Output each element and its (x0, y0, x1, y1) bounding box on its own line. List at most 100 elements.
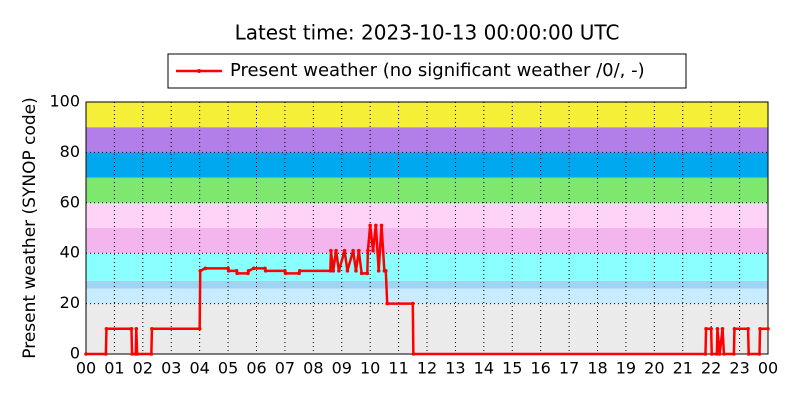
data-point (334, 248, 338, 253)
data-point (337, 269, 341, 273)
y-tick-label: 60 (60, 192, 80, 211)
data-point (359, 271, 364, 276)
x-tick-label: 08 (303, 359, 323, 378)
x-tick-label: 13 (445, 359, 465, 378)
data-point (297, 269, 302, 273)
x-tick-label: 18 (587, 359, 607, 378)
data-point (283, 271, 288, 276)
data-point (104, 352, 108, 356)
x-tick-label: 20 (644, 359, 664, 378)
x-tick-label: 03 (161, 359, 181, 378)
data-point (715, 352, 719, 356)
data-point (411, 352, 416, 356)
data-point (766, 327, 770, 331)
data-point (345, 269, 350, 273)
data-point (351, 248, 355, 253)
legend-box (167, 53, 687, 89)
data-point (379, 223, 384, 228)
data-point (251, 266, 256, 271)
data-point (703, 352, 708, 356)
data-point (746, 327, 750, 331)
data-point (328, 269, 333, 273)
x-tick-label: 01 (104, 359, 124, 378)
x-tick-label: 04 (189, 359, 209, 378)
data-point (720, 327, 725, 331)
legend-label: Present weather (no significant weather … (230, 60, 645, 81)
x-tick-label: 15 (502, 359, 522, 378)
data-point (84, 352, 88, 356)
data-point (383, 269, 388, 273)
data-point (410, 301, 415, 306)
data-point (149, 352, 154, 356)
data-point (226, 269, 231, 273)
data-point (365, 271, 370, 276)
x-tick-label: 06 (246, 359, 266, 378)
y-tick-label: 0 (70, 344, 80, 363)
x-tick-label: 14 (474, 359, 494, 378)
x-tick-label: 23 (729, 359, 749, 378)
data-point (732, 352, 736, 356)
data-point (235, 271, 239, 276)
data-point (150, 327, 154, 331)
chart-title: Latest time: 2023-10-13 00:00:00 UTC (235, 21, 620, 45)
x-tick-label: 05 (218, 359, 238, 378)
data-point (746, 352, 751, 356)
data-point (130, 352, 134, 356)
y-tick-label: 80 (60, 142, 80, 161)
x-tick-label: 11 (388, 359, 408, 378)
background-band (86, 253, 768, 281)
x-tick-label: 07 (275, 359, 295, 378)
background-band (86, 280, 768, 289)
x-tick-label: 16 (530, 359, 550, 378)
background-band (86, 228, 768, 254)
data-point (104, 327, 109, 331)
data-point (135, 352, 139, 356)
data-point (368, 223, 372, 228)
x-tick-label: 12 (417, 359, 437, 378)
data-point (709, 352, 714, 356)
data-point (246, 269, 251, 273)
data-point (354, 269, 358, 273)
background-band (86, 127, 768, 153)
data-point (376, 269, 381, 273)
data-point (374, 223, 378, 228)
data-point (732, 327, 737, 331)
data-point (715, 327, 720, 331)
data-point (331, 269, 336, 273)
x-tick-label: 00 (76, 359, 96, 378)
x-tick-label: 02 (133, 359, 153, 378)
data-point (134, 327, 139, 331)
data-point (704, 327, 708, 331)
x-tick-label: 22 (701, 359, 721, 378)
legend-marker (197, 69, 201, 73)
data-point (329, 248, 333, 253)
data-point (197, 327, 202, 331)
data-point (198, 269, 203, 273)
data-point (371, 248, 375, 253)
data-point (717, 352, 722, 356)
x-tick-label: 09 (332, 359, 352, 378)
data-point (342, 248, 347, 253)
x-tick-label: 10 (360, 359, 380, 378)
data-point (757, 352, 762, 356)
data-point (263, 269, 268, 273)
background-band (86, 152, 768, 178)
data-point (129, 327, 134, 331)
background-band (86, 288, 768, 304)
y-tick-label: 40 (60, 243, 80, 262)
data-point (758, 327, 762, 331)
x-tick-label: 21 (673, 359, 693, 378)
x-tick-label: 17 (559, 359, 579, 378)
data-point (709, 327, 713, 331)
data-point (722, 352, 726, 356)
x-tick-label: 00 (758, 359, 778, 378)
data-point (366, 248, 370, 253)
y-tick-label: 100 (49, 92, 80, 111)
data-point (385, 301, 390, 306)
data-point (357, 248, 361, 253)
data-point (203, 266, 208, 271)
y-axis-label: Present weather (SYNOP code) (20, 97, 40, 358)
y-tick-label: 20 (60, 293, 80, 312)
x-tick-label: 19 (616, 359, 636, 378)
